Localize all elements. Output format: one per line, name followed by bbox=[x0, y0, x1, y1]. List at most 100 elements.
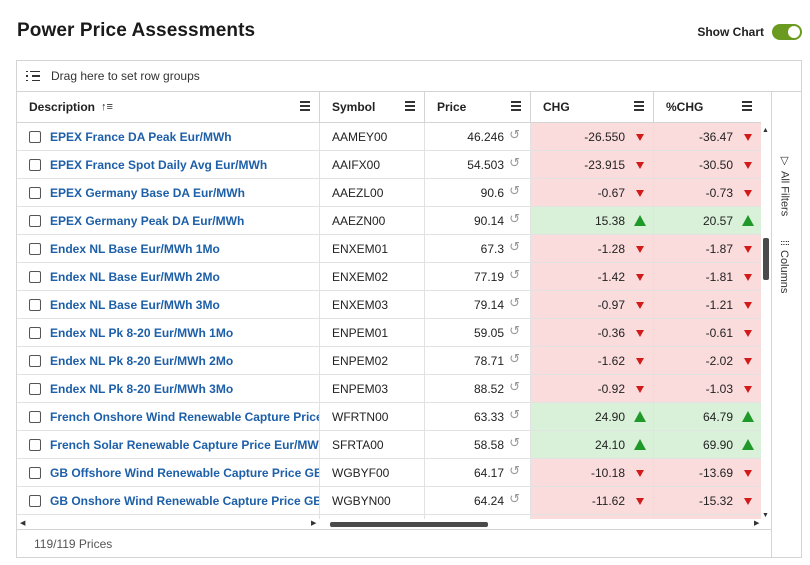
arrow-up-icon bbox=[634, 439, 646, 450]
history-icon[interactable]: ↺ bbox=[509, 463, 520, 478]
arrow-down-icon bbox=[636, 162, 644, 169]
column-menu-icon[interactable] bbox=[405, 101, 415, 111]
column-menu-icon[interactable] bbox=[634, 101, 644, 111]
history-icon[interactable]: ↺ bbox=[509, 127, 520, 142]
page-title: Power Price Assessments bbox=[17, 20, 256, 41]
table-row[interactable]: GB Onshore Wind Renewable Capture Price … bbox=[17, 487, 761, 515]
row-checkbox[interactable] bbox=[29, 186, 41, 199]
columns-button[interactable]: ⁞⁞ Columns bbox=[778, 240, 790, 294]
row-checkbox[interactable] bbox=[29, 354, 41, 367]
table-row[interactable]: EPEX France Spot Daily Avg Eur/MWh AAIFX0… bbox=[17, 151, 761, 179]
column-menu-icon[interactable] bbox=[300, 101, 310, 111]
table-row[interactable]: EPEX Germany Peak DA Eur/MWh AAEZN00 90.14… bbox=[17, 207, 761, 235]
horizontal-scrollbar[interactable]: ◀ ▶ ▶ bbox=[17, 519, 761, 529]
row-checkbox[interactable] bbox=[29, 494, 41, 507]
history-icon[interactable]: ↺ bbox=[509, 267, 520, 282]
cell-symbol: AAIFX00 bbox=[320, 151, 425, 178]
description-link[interactable]: Endex NL Pk 8-20 Eur/MWh 2Mo bbox=[50, 353, 234, 368]
scroll-left-icon[interactable]: ◀ bbox=[20, 520, 26, 527]
history-icon[interactable]: ↺ bbox=[509, 491, 520, 506]
table-row[interactable]: EPEX Germany Base DA Eur/MWh AAEZL00 90.6 ↺… bbox=[17, 179, 761, 207]
history-icon[interactable]: ↺ bbox=[509, 183, 520, 198]
cell-pct-chg: -30.50 bbox=[654, 151, 761, 178]
pct-chg-value: -36.47 bbox=[698, 129, 733, 144]
chg-value: -0.92 bbox=[597, 381, 625, 396]
scroll-up-icon[interactable]: ▲ bbox=[762, 127, 769, 134]
row-checkbox[interactable] bbox=[29, 298, 41, 311]
arrow-down-icon bbox=[744, 358, 752, 365]
pct-chg-value: -30.50 bbox=[698, 157, 733, 172]
description-link[interactable]: Endex NL Base Eur/MWh 2Mo bbox=[50, 269, 220, 284]
table-row[interactable]: GB Offshore Wind Renewable Capture Price… bbox=[17, 459, 761, 487]
row-checkbox[interactable] bbox=[29, 270, 41, 283]
row-checkbox[interactable] bbox=[29, 158, 41, 171]
table-row[interactable]: Endex NL Pk 8-20 Eur/MWh 3Mo ENPEM03 88.52… bbox=[17, 375, 761, 403]
history-icon[interactable]: ↺ bbox=[509, 239, 520, 254]
history-icon[interactable]: ↺ bbox=[509, 351, 520, 366]
table-row[interactable]: Endex NL Base Eur/MWh 3Mo ENXEM03 79.14 ↺ -0… bbox=[17, 291, 761, 319]
column-header-pct-chg[interactable]: %CHG bbox=[654, 92, 761, 122]
table-row[interactable]: EPEX France DA Peak Eur/MWh AAMEY00 46.246… bbox=[17, 123, 761, 151]
row-checkbox[interactable] bbox=[29, 214, 41, 227]
history-icon[interactable]: ↺ bbox=[509, 379, 520, 394]
row-checkbox[interactable] bbox=[29, 466, 41, 479]
description-link[interactable]: EPEX France Spot Daily Avg Eur/MWh bbox=[50, 157, 268, 172]
row-checkbox[interactable] bbox=[29, 382, 41, 395]
column-header-chg[interactable]: CHG bbox=[531, 92, 654, 122]
table-row[interactable]: French Solar Renewable Capture Price Eur… bbox=[17, 431, 761, 459]
history-icon[interactable]: ↺ bbox=[509, 407, 520, 422]
description-link[interactable]: French Onshore Wind Renewable Capture Pr… bbox=[50, 409, 319, 424]
show-chart-control[interactable]: Show Chart bbox=[697, 24, 802, 40]
row-checkbox[interactable] bbox=[29, 410, 41, 423]
table-row[interactable]: French Onshore Wind Renewable Capture Pr… bbox=[17, 403, 761, 431]
row-group-drop-zone[interactable]: Drag here to set row groups bbox=[17, 61, 801, 92]
all-filters-button[interactable]: ▽ All Filters bbox=[778, 154, 791, 216]
horizontal-scroll-thumb[interactable] bbox=[330, 522, 488, 527]
column-menu-icon[interactable] bbox=[511, 101, 521, 111]
row-checkbox[interactable] bbox=[29, 438, 41, 451]
arrow-down-icon bbox=[636, 246, 644, 253]
column-header-symbol[interactable]: Symbol bbox=[320, 92, 425, 122]
cell-chg: -0.36 bbox=[531, 319, 654, 346]
description-link[interactable]: Endex NL Pk 8-20 Eur/MWh 1Mo bbox=[50, 325, 234, 340]
description-link[interactable]: GB Onshore Wind Renewable Capture Price … bbox=[50, 493, 319, 508]
pct-chg-value: 20.57 bbox=[702, 213, 733, 228]
column-header-description[interactable]: Description ↑≡ bbox=[17, 92, 320, 122]
scroll-right-icon[interactable]: ▶ bbox=[311, 520, 317, 527]
description-link[interactable]: EPEX France DA Peak Eur/MWh bbox=[50, 129, 232, 144]
pct-chg-value: -13.69 bbox=[698, 465, 733, 480]
column-menu-icon[interactable] bbox=[742, 101, 752, 111]
description-link[interactable]: GB Offshore Wind Renewable Capture Price… bbox=[50, 465, 319, 480]
arrow-down-icon bbox=[744, 498, 752, 505]
history-icon[interactable]: ↺ bbox=[509, 435, 520, 450]
cell-description: GB Onshore Wind Renewable Capture Price … bbox=[17, 487, 320, 514]
vertical-scrollbar[interactable]: ▲ ▼ bbox=[761, 123, 771, 519]
description-link[interactable]: Endex NL Pk 8-20 Eur/MWh 3Mo bbox=[50, 381, 234, 396]
history-icon[interactable]: ↺ bbox=[509, 323, 520, 338]
column-header-price[interactable]: Price bbox=[425, 92, 531, 122]
table-row[interactable]: Endex NL Base Eur/MWh 1Mo ENXEM01 67.3 ↺ -1.… bbox=[17, 235, 761, 263]
scroll-right-icon[interactable]: ▶ bbox=[754, 520, 760, 527]
row-checkbox[interactable] bbox=[29, 326, 41, 339]
table-row[interactable]: Endex NL Pk 8-20 Eur/MWh 2Mo ENPEM02 78.71… bbox=[17, 347, 761, 375]
vertical-scroll-thumb[interactable] bbox=[763, 238, 769, 280]
description-link[interactable]: French Solar Renewable Capture Price Eur… bbox=[50, 437, 319, 452]
description-link[interactable]: Endex NL Base Eur/MWh 3Mo bbox=[50, 297, 220, 312]
pct-chg-value: -1.03 bbox=[705, 381, 733, 396]
scroll-down-icon[interactable]: ▼ bbox=[762, 512, 769, 519]
description-link[interactable]: EPEX Germany Peak DA Eur/MWh bbox=[50, 213, 245, 228]
description-link[interactable]: EPEX Germany Base DA Eur/MWh bbox=[50, 185, 245, 200]
table-row[interactable]: Endex NL Base Eur/MWh 2Mo ENXEM02 77.19 ↺ -1… bbox=[17, 263, 761, 291]
description-link[interactable]: Endex NL Base Eur/MWh 1Mo bbox=[50, 241, 220, 256]
history-icon[interactable]: ↺ bbox=[509, 155, 520, 170]
history-icon[interactable]: ↺ bbox=[509, 211, 520, 226]
cell-chg: -11.62 bbox=[531, 487, 654, 514]
arrow-down-icon bbox=[636, 330, 644, 337]
show-chart-toggle[interactable] bbox=[772, 24, 802, 40]
table-row[interactable]: Endex NL Pk 8-20 Eur/MWh 1Mo ENPEM01 59.05… bbox=[17, 319, 761, 347]
cell-pct-chg: -1.03 bbox=[654, 375, 761, 402]
row-checkbox[interactable] bbox=[29, 242, 41, 255]
row-checkbox[interactable] bbox=[29, 130, 41, 143]
sort-ascending-icon[interactable]: ↑≡ bbox=[101, 101, 113, 113]
history-icon[interactable]: ↺ bbox=[509, 295, 520, 310]
